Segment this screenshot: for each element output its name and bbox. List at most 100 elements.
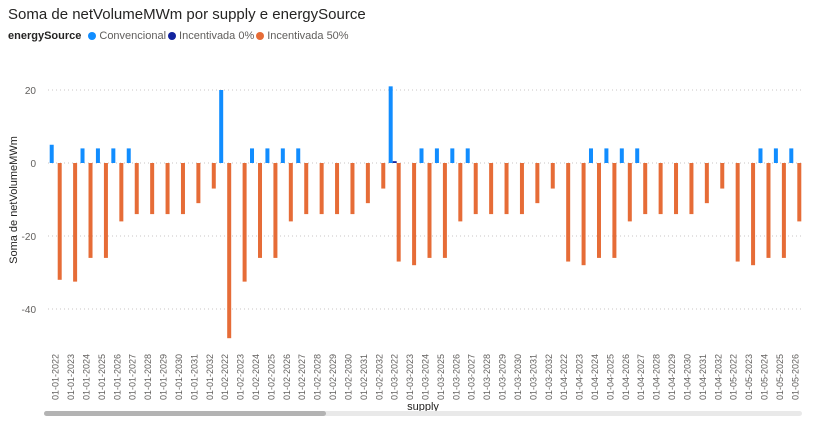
bar-incentivada-50[interactable] bbox=[596, 163, 601, 258]
bar-incentivada-50[interactable] bbox=[704, 163, 709, 204]
bar-incentivada-50[interactable] bbox=[535, 163, 540, 204]
bar-convencional[interactable] bbox=[280, 148, 285, 163]
bar-convencional[interactable] bbox=[126, 148, 131, 163]
legend-item-incentivada-50[interactable]: Incentivada 50% bbox=[256, 30, 349, 42]
bar-incentivada-50[interactable] bbox=[442, 163, 447, 258]
bar-convencional[interactable] bbox=[80, 148, 85, 163]
x-tick-label: 01-02-2025 bbox=[266, 354, 276, 400]
x-tick-label: 01-02-2029 bbox=[328, 354, 338, 400]
bar-incentivada-50[interactable] bbox=[720, 163, 725, 189]
x-tick-label: 01-04-2032 bbox=[713, 354, 723, 400]
bar-incentivada-50[interactable] bbox=[581, 163, 586, 266]
bar-incentivada-50[interactable] bbox=[258, 163, 263, 258]
x-tick-label: 01-04-2025 bbox=[605, 354, 615, 400]
bar-incentivada-50[interactable] bbox=[73, 163, 78, 282]
bar-convencional[interactable] bbox=[296, 148, 301, 163]
bar-incentivada-50[interactable] bbox=[504, 163, 509, 215]
bar-incentivada-50[interactable] bbox=[319, 163, 324, 215]
bar-incentivada-50[interactable] bbox=[57, 163, 62, 280]
bar-incentivada-50[interactable] bbox=[242, 163, 247, 282]
bar-convencional[interactable] bbox=[111, 148, 116, 163]
bar-convencional[interactable] bbox=[219, 90, 224, 163]
bar-incentivada-50[interactable] bbox=[473, 163, 478, 215]
bar-convencional[interactable] bbox=[465, 148, 470, 163]
bar-convencional[interactable] bbox=[635, 148, 640, 163]
bar-incentivada-50[interactable] bbox=[273, 163, 278, 258]
bar-incentivada-50[interactable] bbox=[227, 163, 232, 339]
bar-incentivada-50[interactable] bbox=[119, 163, 124, 222]
bar-incentivada-50[interactable] bbox=[566, 163, 571, 262]
bar-incentivada-50[interactable] bbox=[458, 163, 463, 222]
legend-item-convencional[interactable]: Convencional bbox=[88, 30, 166, 42]
bar-incentivada-50[interactable] bbox=[427, 163, 432, 258]
x-tick-label: 01-04-2031 bbox=[698, 354, 708, 400]
scrollbar-thumb[interactable] bbox=[44, 411, 326, 416]
bar-incentivada-50[interactable] bbox=[211, 163, 216, 189]
bar-incentivada-50[interactable] bbox=[180, 163, 185, 215]
x-tick-label: 01-05-2026 bbox=[790, 354, 800, 400]
bar-convencional[interactable] bbox=[588, 148, 593, 163]
x-tick-label: 01-01-2024 bbox=[82, 354, 92, 400]
bar-convencional[interactable] bbox=[250, 148, 255, 163]
x-tick-label: 01-02-2022 bbox=[220, 354, 230, 400]
bar-incentivada-50[interactable] bbox=[150, 163, 155, 215]
bar-convencional[interactable] bbox=[434, 148, 439, 163]
bar-incentivada-50[interactable] bbox=[643, 163, 648, 215]
bar-incentivada-50[interactable] bbox=[735, 163, 740, 262]
bar-convencional[interactable] bbox=[419, 148, 424, 163]
legend-dot-incentivada-0 bbox=[168, 32, 177, 40]
bar-incentivada-50[interactable] bbox=[627, 163, 632, 222]
bar-convencional[interactable] bbox=[619, 148, 624, 163]
y-axis-ticks: 20 0 -20 -40 bbox=[22, 86, 37, 316]
bar-incentivada-50[interactable] bbox=[365, 163, 370, 204]
y-tick-label: -40 bbox=[22, 305, 37, 316]
bar-convencional[interactable] bbox=[773, 148, 778, 163]
bar-incentivada-50[interactable] bbox=[612, 163, 617, 258]
bar-incentivada-50[interactable] bbox=[797, 163, 802, 222]
bar-convencional[interactable] bbox=[789, 148, 794, 163]
x-tick-label: 01-03-2032 bbox=[544, 354, 554, 400]
bar-incentivada-50[interactable] bbox=[288, 163, 293, 222]
bar-incentivada-50[interactable] bbox=[550, 163, 555, 189]
bar-incentivada-50[interactable] bbox=[396, 163, 401, 262]
x-tick-label: 01-03-2024 bbox=[421, 354, 431, 400]
bars[interactable] bbox=[49, 86, 802, 339]
bar-incentivada-50[interactable] bbox=[335, 163, 340, 215]
legend-label: Convencional bbox=[99, 30, 167, 42]
bar-incentivada-50[interactable] bbox=[165, 163, 170, 215]
bar-incentivada-50[interactable] bbox=[304, 163, 309, 215]
bar-incentivada-50[interactable] bbox=[381, 163, 386, 189]
bar-convencional[interactable] bbox=[604, 148, 609, 163]
bar-incentivada-50[interactable] bbox=[751, 163, 756, 266]
bar-convencional[interactable] bbox=[265, 148, 270, 163]
legend-label: Incentivada 50% bbox=[267, 30, 349, 42]
bar-incentivada-50[interactable] bbox=[689, 163, 694, 215]
bar-incentivada-50[interactable] bbox=[781, 163, 786, 258]
legend-item-incentivada-0[interactable]: Incentivada 0% bbox=[168, 30, 254, 42]
bar-convencional[interactable] bbox=[450, 148, 455, 163]
bar-incentivada-50[interactable] bbox=[88, 163, 93, 258]
bar-convencional[interactable] bbox=[758, 148, 763, 163]
bar-incentivada-50[interactable] bbox=[103, 163, 108, 258]
x-tick-label: 01-04-2030 bbox=[682, 354, 692, 400]
bar-incentivada-50[interactable] bbox=[489, 163, 494, 215]
bar-incentivada-50[interactable] bbox=[658, 163, 663, 215]
bar-incentivada-50[interactable] bbox=[766, 163, 771, 258]
bar-incentivada-50[interactable] bbox=[674, 163, 679, 215]
bar-incentivada-0[interactable] bbox=[392, 161, 397, 163]
legend-dot-convencional bbox=[88, 32, 97, 40]
bar-incentivada-50[interactable] bbox=[519, 163, 524, 215]
bar-incentivada-50[interactable] bbox=[350, 163, 355, 215]
bar-convencional[interactable] bbox=[49, 144, 54, 163]
bar-incentivada-50[interactable] bbox=[196, 163, 201, 204]
bar-incentivada-50[interactable] bbox=[412, 163, 417, 266]
x-tick-label: 01-02-2026 bbox=[282, 354, 292, 400]
x-tick-label: 01-04-2024 bbox=[590, 354, 600, 400]
x-tick-label: 01-04-2029 bbox=[667, 354, 677, 400]
bar-convencional[interactable] bbox=[95, 148, 100, 163]
bar-incentivada-50[interactable] bbox=[134, 163, 139, 215]
horizontal-scrollbar[interactable] bbox=[44, 411, 802, 416]
bar-convencional[interactable] bbox=[388, 86, 393, 163]
